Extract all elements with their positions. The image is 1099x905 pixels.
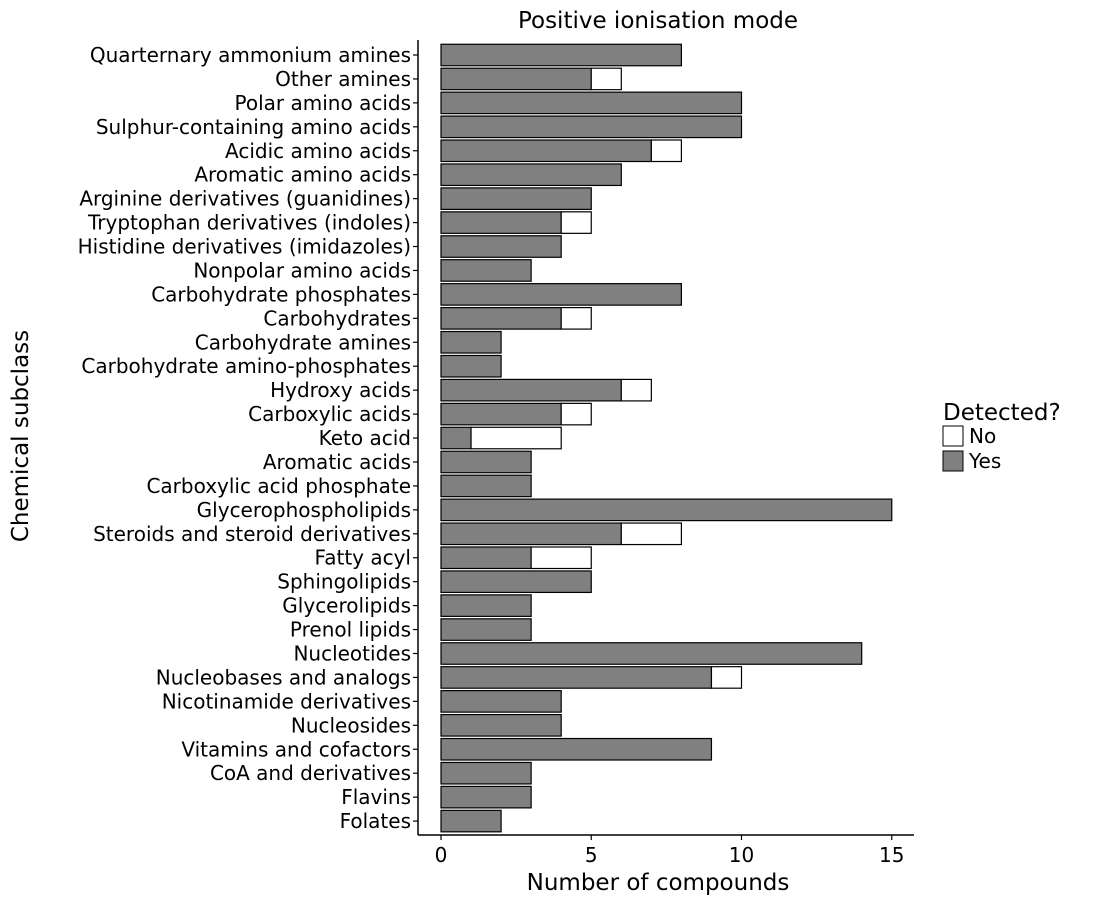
bar-yes <box>440 522 622 546</box>
x-axis-title: Number of compounds <box>527 870 790 896</box>
bar-yes <box>440 354 502 378</box>
bar-no <box>530 546 592 570</box>
y-tick-label: Nonpolar amino acids <box>193 258 411 282</box>
bar-yes <box>440 306 562 330</box>
bar-yes <box>440 546 532 570</box>
bar-yes <box>440 474 532 498</box>
bar-no <box>620 522 682 546</box>
bar-yes <box>440 618 532 641</box>
y-tick-label: Sulphur-containing amino acids <box>96 115 411 139</box>
x-tick-label: 0 <box>435 843 448 867</box>
y-tick-label: Steroids and steroid derivatives <box>93 522 411 546</box>
y-tick-label: Nucleosides <box>291 713 411 737</box>
bar-yes <box>440 378 622 402</box>
x-tick-label: 5 <box>585 843 598 867</box>
y-tick-label: Nucleotides <box>293 642 411 666</box>
y-tick-label: Aromatic amino acids <box>194 163 411 187</box>
bar-yes <box>440 642 863 665</box>
y-tick-label: Nicotinamide derivatives <box>162 689 411 713</box>
bar-yes <box>440 330 502 354</box>
legend-title: Detected? <box>943 400 1061 426</box>
bars-group <box>440 43 893 833</box>
bar-yes <box>440 785 532 809</box>
y-tick-label: Tryptophan derivatives (indoles) <box>87 211 411 235</box>
bar-no <box>560 402 592 426</box>
y-tick-label: Carbohydrates <box>263 306 411 330</box>
bar-yes <box>440 211 562 234</box>
bar-yes <box>440 761 532 785</box>
bar-no <box>470 426 562 450</box>
bar-no <box>620 378 652 402</box>
y-tick-label: Quarternary ammonium amines <box>90 43 411 67</box>
bar-yes <box>440 737 713 761</box>
bar-yes <box>440 498 893 522</box>
x-axis: 0 5 10 15 <box>418 834 914 867</box>
y-tick-label: Flavins <box>341 785 411 809</box>
bar-yes <box>440 235 562 258</box>
bar-yes <box>440 666 713 689</box>
bar-yes <box>440 690 562 713</box>
x-tick-label: 10 <box>729 843 754 867</box>
y-axis-title: Chemical subclass <box>8 330 34 542</box>
bar-yes <box>440 570 592 594</box>
bar-yes <box>440 187 592 210</box>
bar-no <box>560 211 592 234</box>
y-tick-label: Acidic amino acids <box>225 139 411 163</box>
y-tick-label: Vitamins and cofactors <box>181 737 411 761</box>
y-tick-label: Carboxylic acids <box>248 402 411 426</box>
y-tick-label: Hydroxy acids <box>270 378 411 402</box>
y-tick-label: CoA and derivatives <box>210 761 411 785</box>
y-tick-label: Sphingolipids <box>277 570 411 594</box>
y-tick-label: Folates <box>340 809 411 833</box>
y-tick-label: Glycerolipids <box>282 594 411 618</box>
bar-yes <box>440 67 592 91</box>
bar-no <box>710 666 743 689</box>
legend-swatch-no <box>942 425 964 447</box>
bar-yes <box>440 594 532 617</box>
y-tick-label: Histidine derivatives (imidazoles) <box>78 235 411 259</box>
legend-swatch-yes <box>942 450 964 472</box>
legend-label-yes: Yes <box>968 449 1001 473</box>
bar-yes <box>440 426 472 450</box>
bar-yes <box>440 163 622 187</box>
y-tick-label: Carbohydrate phosphates <box>151 282 411 306</box>
bar-no <box>590 67 622 91</box>
y-tick-label: Other amines <box>275 67 411 91</box>
y-tick-label: Aromatic acids <box>263 450 411 474</box>
bar-yes <box>440 450 532 474</box>
y-tick-label: Glycerophospholipids <box>197 498 411 522</box>
legend-label-no: No <box>969 424 996 448</box>
y-tick-label: Arginine derivatives (guanidines) <box>79 187 411 211</box>
y-tick-label: Prenol lipids <box>290 618 411 642</box>
bar-yes <box>440 139 652 163</box>
bar-yes <box>440 115 743 139</box>
bar-yes <box>440 713 562 737</box>
bar-yes <box>440 402 562 426</box>
bar-yes <box>440 91 743 115</box>
x-tick-label: 15 <box>879 843 904 867</box>
bar-yes <box>440 43 682 67</box>
y-tick-label: Carboxylic acid phosphate <box>146 474 411 498</box>
bar-yes <box>440 259 532 282</box>
y-tick-label: Polar amino acids <box>235 91 411 115</box>
chart-title: Positive ionisation mode <box>518 8 798 34</box>
y-tick-label: Carbohydrate amines <box>195 330 411 354</box>
y-tick-label: Keto acid <box>319 426 411 450</box>
bar-yes <box>440 283 682 306</box>
y-tick-label: Carbohydrate amino-phosphates <box>81 354 411 378</box>
bar-no <box>560 306 592 330</box>
bar-no <box>650 139 682 163</box>
bar-yes <box>440 809 502 833</box>
y-tick-label: Fatty acyl <box>315 546 411 570</box>
y-tick-label: Nucleobases and analogs <box>156 665 411 689</box>
